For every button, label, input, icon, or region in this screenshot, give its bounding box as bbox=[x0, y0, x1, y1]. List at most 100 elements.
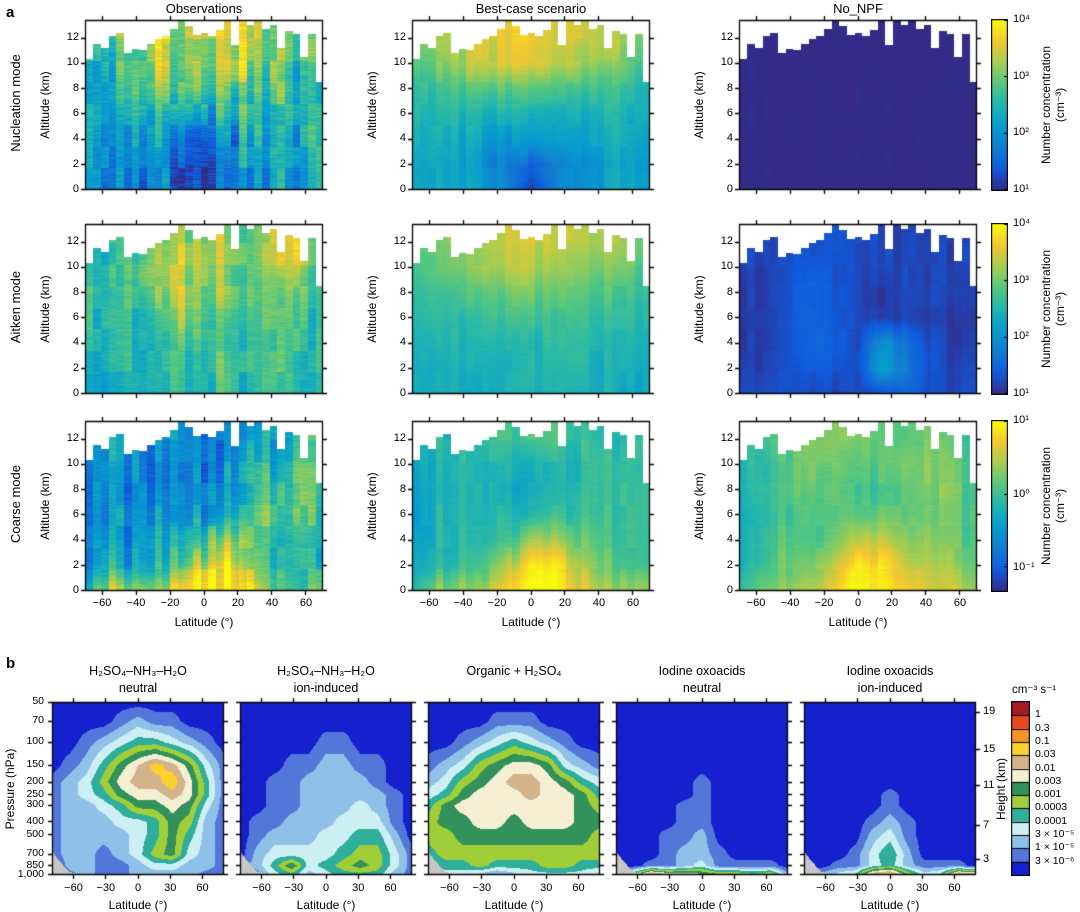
y-tick-label: 0 bbox=[726, 387, 733, 399]
b-x-tick-label: −30 bbox=[472, 882, 492, 894]
b-x-tick-label: 0 bbox=[698, 882, 706, 894]
colorbar-b-tick-label: 3 × 10⁻⁵ bbox=[1035, 828, 1075, 841]
x-tick-label: −20 bbox=[160, 597, 180, 609]
x-tick-label: 20 bbox=[231, 597, 245, 609]
x-tick-label: 40 bbox=[265, 597, 279, 609]
heatmap-nucleation-mode-observations bbox=[79, 14, 329, 196]
panel-b-title-4-line2: ion-induced bbox=[857, 681, 923, 695]
latitude-axis-label: Latitude (°) bbox=[174, 615, 234, 629]
y-tick-label: 8 bbox=[726, 81, 733, 94]
panel-b-title-2-line1: Organic + H₂SO₄ bbox=[466, 664, 562, 678]
y-tick-label: 2 bbox=[399, 157, 406, 170]
colorbar-b-tick-label: 0.03 bbox=[1035, 748, 1056, 761]
y-tick-label: 6 bbox=[726, 106, 733, 119]
height-tick-label: 3 bbox=[983, 852, 990, 865]
panel-b-colorbar-title: cm⁻³ s⁻¹ bbox=[1012, 684, 1057, 696]
x-tick-label: −20 bbox=[814, 597, 834, 609]
y-tick-label: 4 bbox=[399, 132, 406, 145]
pressure-tick-label: 200 bbox=[26, 775, 44, 788]
b-x-tick-label: 0 bbox=[322, 882, 330, 894]
b-x-tick-label: −60 bbox=[64, 882, 83, 894]
y-tick-label: 12 bbox=[720, 30, 733, 43]
contour-3 bbox=[610, 696, 794, 881]
b-x-tick-label: 0 bbox=[510, 882, 518, 894]
b-x-tick-label: 0 bbox=[886, 882, 894, 894]
x-tick-label: 0 bbox=[854, 597, 862, 609]
contour-4 bbox=[798, 696, 982, 881]
colorbar-a-tick-label: 10⁰ bbox=[1013, 488, 1030, 501]
b-x-tick-label: 60 bbox=[572, 882, 585, 894]
y-tick-label: 4 bbox=[399, 336, 406, 349]
x-tick-label: −40 bbox=[126, 597, 146, 609]
b-x-tick-label: 30 bbox=[352, 882, 365, 894]
y-tick-label: 0 bbox=[726, 584, 733, 596]
b-latitude-axis-label: Latitude (°) bbox=[296, 898, 356, 912]
pressure-tick-label: 300 bbox=[26, 798, 44, 811]
x-tick-label: −60 bbox=[92, 597, 112, 609]
y-tick-label: 4 bbox=[726, 533, 733, 546]
y-tick-label: 0 bbox=[72, 387, 79, 399]
y-tick-label: 12 bbox=[393, 431, 406, 444]
colorbar-b-tick-label: 0.1 bbox=[1035, 734, 1050, 747]
y-tick-label: 8 bbox=[72, 81, 79, 94]
y-tick-label: 2 bbox=[726, 157, 733, 170]
panel-b-title-4-line1: Iodine oxoacids bbox=[846, 664, 934, 678]
colorbar-b-tick-label: 0.003 bbox=[1035, 774, 1062, 787]
y-tick-label: 6 bbox=[726, 310, 733, 323]
y-tick-label: 4 bbox=[72, 533, 79, 546]
height-tick-label: 7 bbox=[983, 818, 990, 831]
y-tick-label: 2 bbox=[726, 558, 733, 571]
y-tick-label: 6 bbox=[726, 507, 733, 520]
y-tick-label: 4 bbox=[72, 132, 79, 145]
x-tick-label: −60 bbox=[419, 597, 439, 609]
x-tick-label: −40 bbox=[780, 597, 800, 609]
colorbar-a-1 bbox=[991, 223, 1008, 395]
y-tick-label: 10 bbox=[393, 260, 406, 273]
colorbar-a-2 bbox=[991, 420, 1008, 592]
x-tick-label: 60 bbox=[626, 597, 640, 609]
x-tick-label: 0 bbox=[200, 597, 208, 609]
heatmap-nucleation-mode-best-case-scenario bbox=[406, 14, 656, 196]
colorbar-a-0 bbox=[991, 19, 1008, 191]
y-tick-label: 2 bbox=[726, 361, 733, 374]
contour-2 bbox=[422, 696, 606, 881]
y-tick-label: 6 bbox=[72, 507, 79, 520]
colorbar-b-tick-label: 3 × 10⁻⁶ bbox=[1035, 854, 1075, 867]
pressure-tick-label: 400 bbox=[26, 815, 44, 828]
panel-b-label: b bbox=[6, 655, 16, 672]
b-latitude-axis-label: Latitude (°) bbox=[108, 898, 168, 912]
heatmap-coarse-mode-no_npf bbox=[733, 415, 983, 597]
height-tick-label: 19 bbox=[983, 704, 996, 717]
panel-a-col-title-1: Best-case scenario bbox=[475, 1, 587, 16]
y-tick-label: 6 bbox=[72, 310, 79, 323]
panel-b-title-3-line1: Iodine oxoacids bbox=[658, 664, 746, 678]
y-tick-label: 0 bbox=[72, 183, 79, 195]
height-axis-label: Height (km) bbox=[994, 757, 1008, 820]
y-tick-label: 0 bbox=[399, 584, 406, 596]
colorbar-a-tick-label: 10² bbox=[1013, 126, 1029, 139]
b-latitude-axis-label: Latitude (°) bbox=[484, 898, 544, 912]
y-tick-label: 2 bbox=[72, 361, 79, 374]
heatmap-aitken-mode-best-case-scenario bbox=[406, 218, 656, 400]
colorbar-a-tick-label: 10¹ bbox=[1013, 183, 1029, 195]
y-tick-label: 8 bbox=[726, 285, 733, 298]
pressure-tick-label: 500 bbox=[26, 827, 44, 840]
y-tick-label: 10 bbox=[720, 56, 733, 69]
b-x-tick-label: 30 bbox=[728, 882, 741, 894]
contour-1 bbox=[234, 696, 418, 881]
y-tick-label: 4 bbox=[72, 336, 79, 349]
y-tick-label: 4 bbox=[726, 132, 733, 145]
contour-0 bbox=[46, 696, 230, 881]
x-tick-label: 20 bbox=[558, 597, 572, 609]
pressure-tick-label: 1,000 bbox=[17, 868, 44, 880]
y-tick-label: 12 bbox=[393, 30, 406, 43]
y-tick-label: 12 bbox=[66, 234, 79, 247]
y-tick-label: 12 bbox=[66, 431, 79, 444]
y-tick-label: 4 bbox=[399, 533, 406, 546]
y-tick-label: 10 bbox=[720, 457, 733, 470]
panel-b-title-1-line1: H₂SO₄–NH₃–H₂O bbox=[277, 664, 375, 678]
y-tick-label: 2 bbox=[399, 558, 406, 571]
y-tick-label: 0 bbox=[399, 387, 406, 399]
x-tick-label: 20 bbox=[885, 597, 899, 609]
